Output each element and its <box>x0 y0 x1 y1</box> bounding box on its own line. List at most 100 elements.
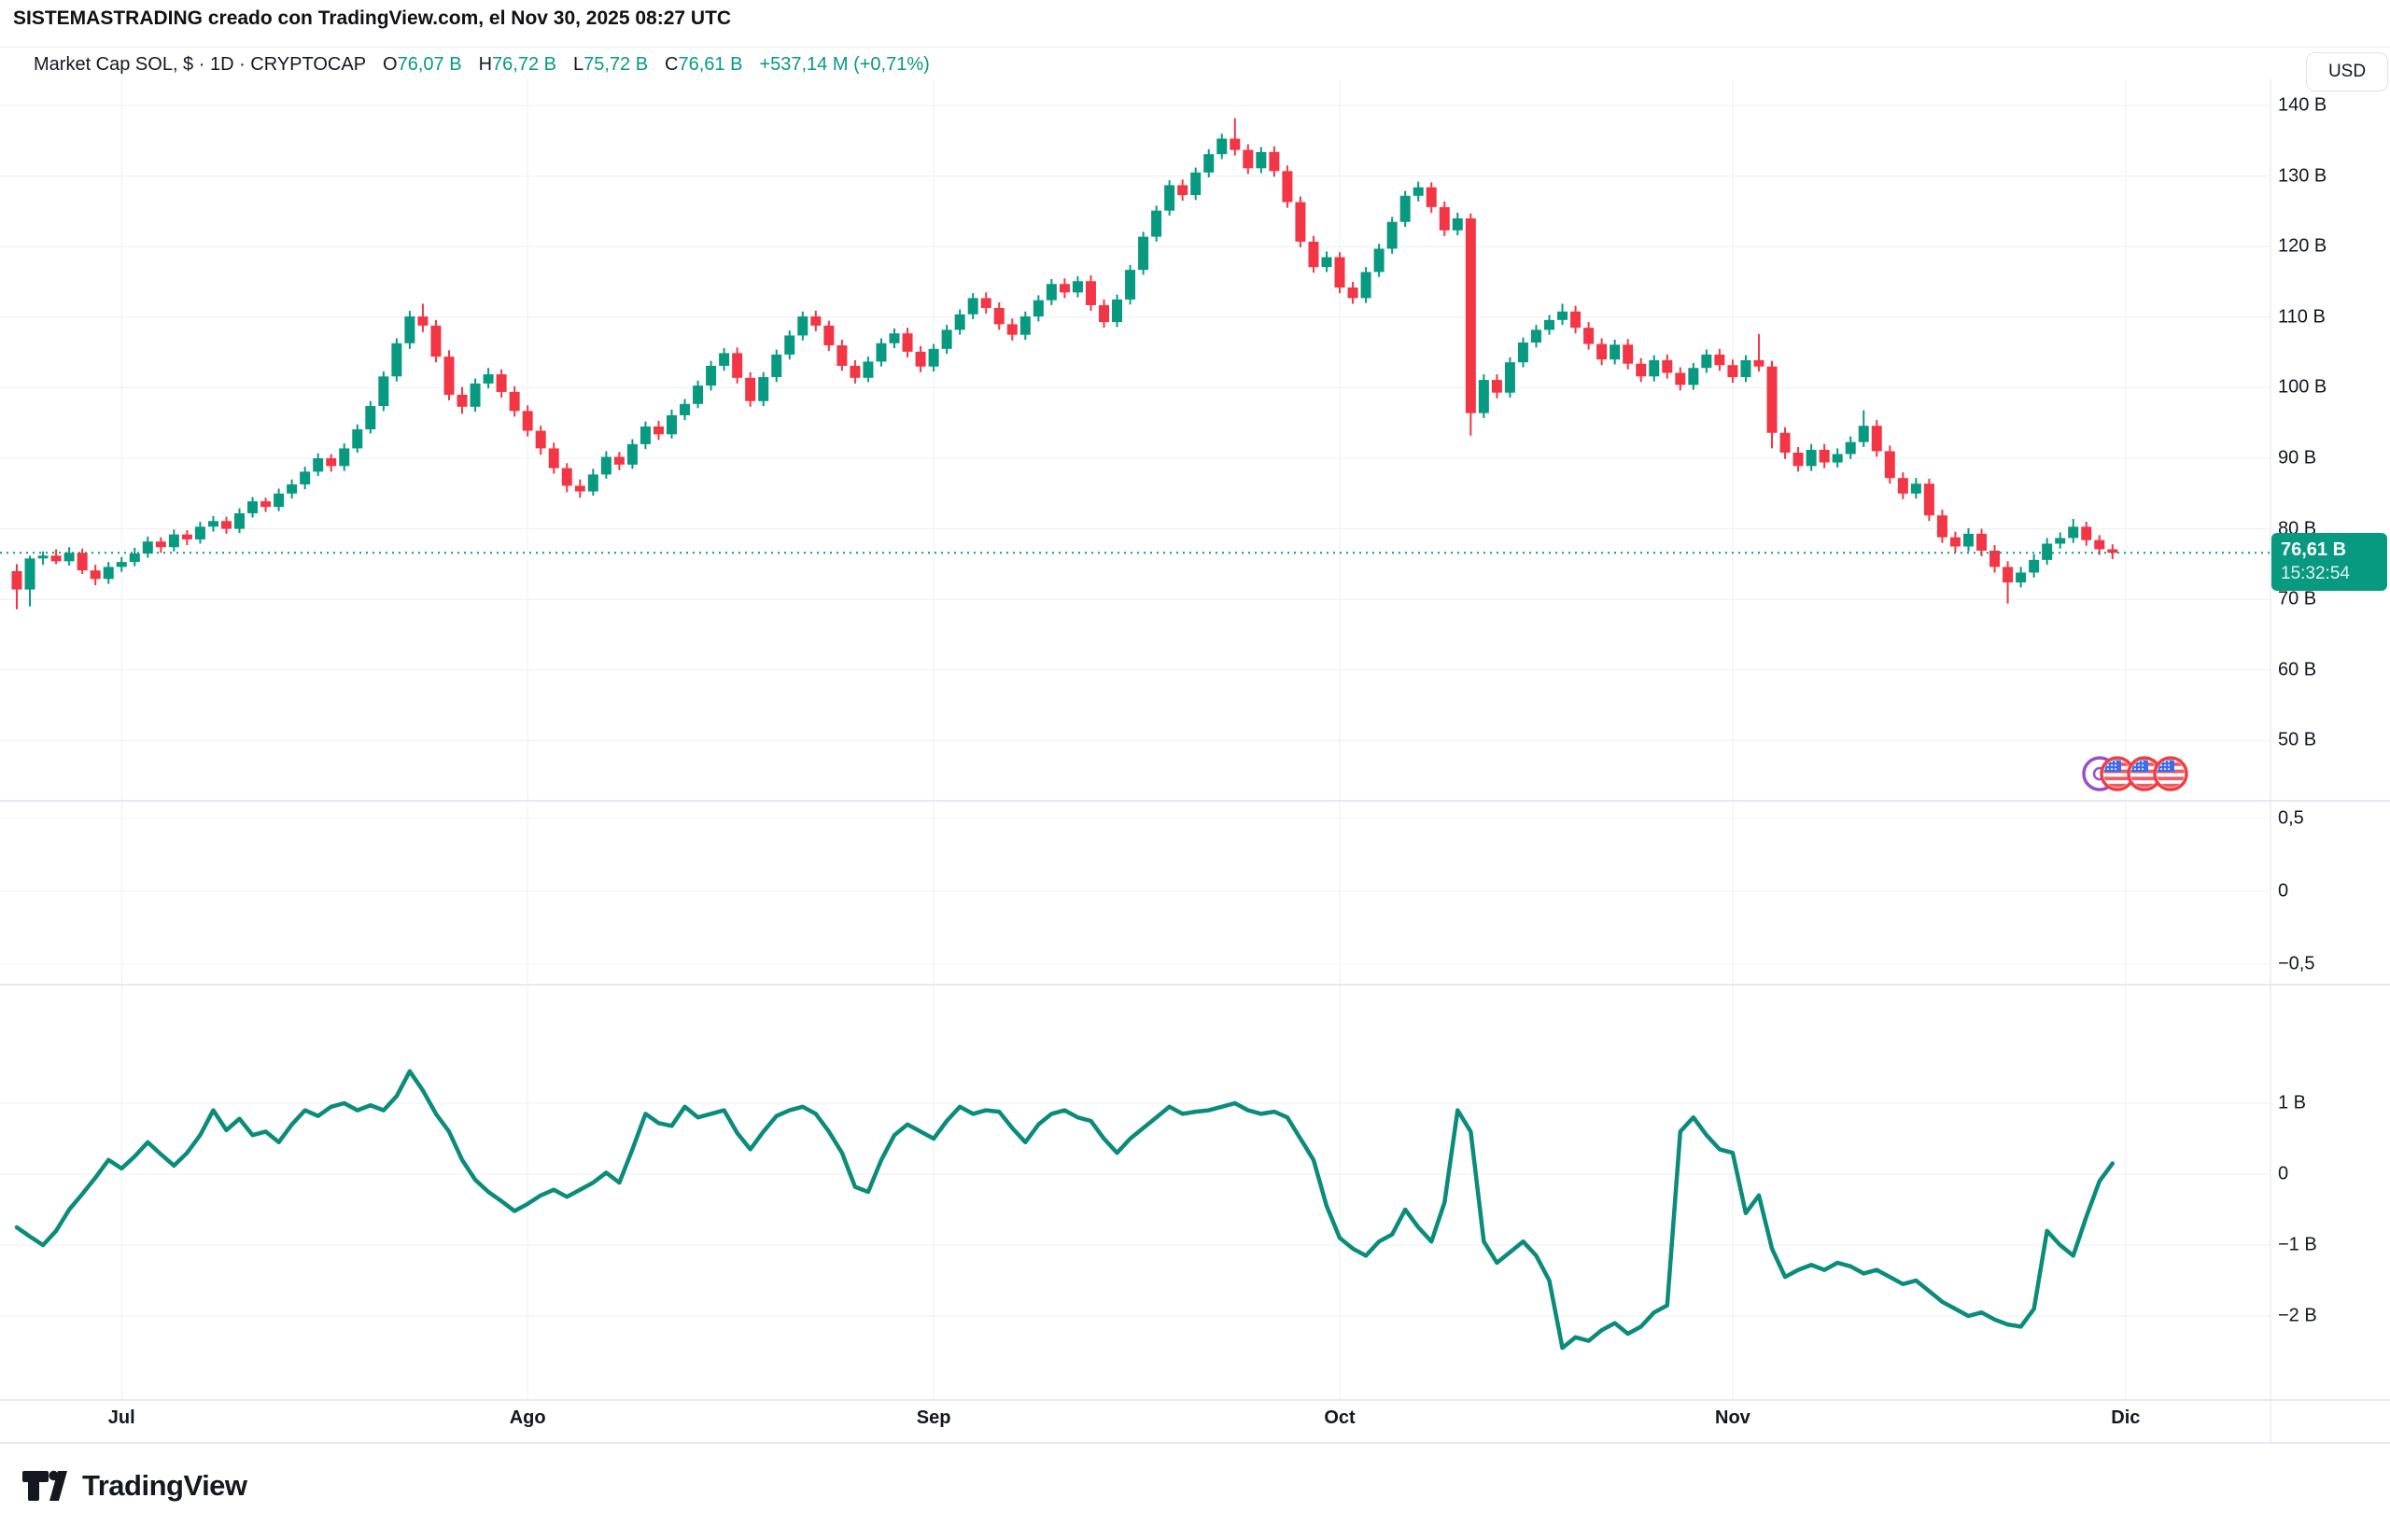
candle-body <box>1544 319 1555 330</box>
candle-body <box>365 406 376 430</box>
candle-body <box>378 376 389 407</box>
candle-body <box>142 541 153 554</box>
candle-body <box>889 333 900 343</box>
candle-body <box>103 567 114 580</box>
candle-body <box>758 377 769 401</box>
candle-body <box>1675 372 1686 385</box>
candle-body <box>1962 533 1974 547</box>
mid-tick-label: 0 <box>2278 880 2289 902</box>
legend-close: C76,61 B <box>665 54 743 75</box>
candle-body <box>574 485 585 492</box>
bar-countdown: 15:32:54 <box>2281 564 2350 583</box>
candle-body <box>443 357 455 395</box>
candle-body <box>1636 363 1647 377</box>
candle-body <box>2029 559 2040 573</box>
candlestick-series[interactable] <box>11 118 2118 609</box>
candle-body <box>2003 567 2014 583</box>
candle-body <box>1164 185 1175 211</box>
candle-body <box>1439 206 1450 231</box>
candle-body <box>90 570 101 580</box>
candle-body <box>129 553 140 563</box>
candle-body <box>391 343 402 377</box>
candle-body <box>1884 451 1895 479</box>
month-label-jul: Jul <box>107 1407 135 1428</box>
candle-body <box>155 541 166 548</box>
price-tick-label: 110 B <box>2278 306 2326 328</box>
candle-body <box>600 456 612 475</box>
candle-body <box>1243 149 1254 169</box>
candle-body <box>1504 362 1515 393</box>
month-label-sep: Sep <box>916 1407 951 1428</box>
candle-body <box>300 471 311 484</box>
candle-body <box>653 426 664 435</box>
candle-body <box>613 456 625 465</box>
last-price-value: 76,61 B <box>2281 539 2347 560</box>
legend-open: O76,07 B <box>383 54 462 75</box>
candle-body <box>1059 284 1070 293</box>
price-tick-label: 130 B <box>2278 165 2327 187</box>
candle-body <box>810 316 822 326</box>
candle-body <box>1491 380 1502 393</box>
candle-body <box>1138 236 1149 271</box>
currency-button[interactable]: USD <box>2306 52 2388 91</box>
candle-body <box>181 534 192 539</box>
candle-body <box>1583 328 1595 344</box>
candle-body <box>2016 572 2027 583</box>
candle-body <box>1845 441 1856 455</box>
candle-body <box>430 325 442 357</box>
candle-body <box>745 377 756 401</box>
price-tick-label: 140 B <box>2278 94 2327 116</box>
price-tick-label: 90 B <box>2278 447 2317 469</box>
candle-body <box>1019 316 1031 335</box>
candle-body <box>823 325 835 346</box>
candle-body <box>1871 426 1882 452</box>
low-tick-label: −2 B <box>2278 1305 2317 1326</box>
tradingview-logo-icon <box>22 1470 67 1501</box>
us-flag-event-icon[interactable] <box>2100 756 2135 791</box>
candle-body <box>1413 187 1424 196</box>
event-markers[interactable] <box>2082 756 2188 791</box>
candle-body <box>1151 210 1162 237</box>
month-label-ago: Ago <box>509 1407 546 1428</box>
month-label-oct: Oct <box>1324 1407 1356 1428</box>
candle-body <box>1125 270 1136 300</box>
candle-body <box>1112 299 1123 323</box>
candle-body <box>1478 380 1489 413</box>
candle-body <box>1295 202 1306 242</box>
candle-body <box>313 458 324 472</box>
price-tick-label: 100 B <box>2278 376 2327 398</box>
candle-body <box>1360 272 1371 299</box>
candle-body <box>1649 359 1660 377</box>
header-divider <box>0 47 2390 48</box>
candle-body <box>37 555 49 559</box>
candle-body <box>680 403 691 415</box>
candle-body <box>667 414 677 435</box>
candle-body <box>1714 354 1725 366</box>
month-label-nov: Nov <box>1715 1407 1750 1428</box>
symbol-legend[interactable]: Market Cap SOL, $ · 1D · CRYPTOCAP O76,0… <box>34 54 930 76</box>
us-flag-event-icon[interactable] <box>2153 756 2188 791</box>
candle-body <box>207 521 218 527</box>
candle-body <box>2094 539 2105 550</box>
candle-body <box>1701 354 1712 369</box>
candle-body <box>168 534 179 548</box>
tradingview-logo[interactable]: TradingView <box>21 1467 247 1505</box>
mid-tick-label: 0,5 <box>2278 807 2304 829</box>
candle-body <box>339 448 350 467</box>
candle-body <box>1085 281 1096 305</box>
candle-body <box>1347 287 1358 299</box>
candle-body <box>771 354 782 378</box>
candle-body <box>1256 151 1267 169</box>
candle-body <box>1570 311 1582 329</box>
candle-body <box>1858 426 1869 442</box>
candle-body <box>1832 454 1843 463</box>
candle-body <box>1203 154 1215 173</box>
candle-body <box>1190 172 1202 196</box>
candle-body <box>404 316 415 343</box>
candle-body <box>260 501 272 508</box>
candle-body <box>993 307 1005 325</box>
candle-body <box>287 483 298 494</box>
candle-body <box>24 558 35 590</box>
candle-body <box>626 443 638 465</box>
